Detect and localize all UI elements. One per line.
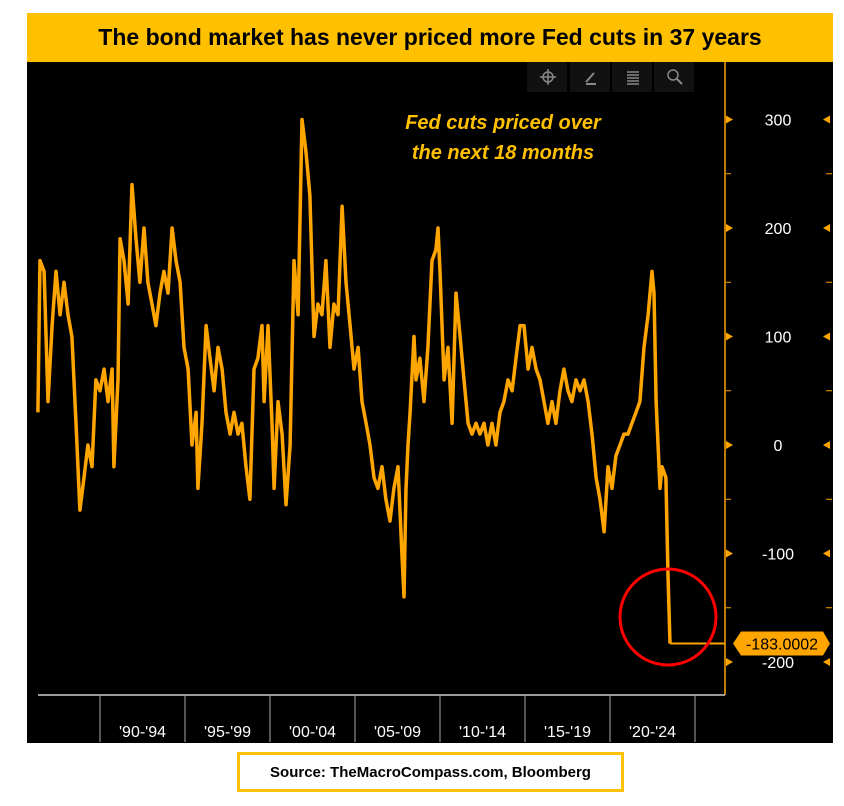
y-tick-marker-left [726, 441, 733, 449]
y-tick-label: -100 [762, 547, 794, 564]
y-tick-label: 0 [774, 438, 783, 455]
y-tick-marker-right [823, 658, 830, 666]
y-tick-marker-left [726, 658, 733, 666]
x-tick-label: '95-'99 [204, 724, 251, 741]
annotation-line-1: Fed cuts priced over [405, 112, 601, 134]
x-tick-label: '10-'14 [459, 724, 506, 741]
toolbar-button-news[interactable] [612, 62, 652, 92]
x-tick-label: '00-'04 [289, 724, 336, 741]
last-value-label: -183.0002 [746, 637, 818, 654]
y-tick-marker-right [823, 332, 830, 341]
x-tick-label: '15-'19 [544, 724, 591, 741]
x-tick-label: '05-'09 [374, 724, 421, 741]
y-tick-marker-right [823, 549, 830, 558]
y-tick-label: 200 [765, 221, 792, 238]
chart-title: The bond market has never priced more Fe… [27, 13, 833, 62]
search-icon [667, 69, 679, 81]
y-tick-marker-right [823, 224, 830, 232]
last-value-badge [733, 631, 830, 656]
highlight-circle [618, 567, 718, 667]
y-tick-label: -200 [762, 655, 794, 672]
pencil-icon [585, 72, 596, 85]
y-tick-marker-left [726, 332, 733, 341]
x-tick-label: '90-'94 [119, 724, 166, 741]
y-tick-marker-left [726, 549, 733, 558]
source-note: Source: TheMacroCompass.com, Bloomberg [237, 752, 624, 792]
chart-panel [27, 62, 833, 743]
y-tick-marker-left [726, 115, 733, 124]
news-icon [627, 71, 639, 85]
y-tick-marker-left [726, 224, 733, 232]
crosshair-icon-lines [540, 69, 556, 85]
search-icon-handle [676, 78, 683, 85]
y-tick-marker-right [823, 115, 830, 124]
y-tick-label: 300 [765, 113, 792, 130]
y-tick-label: 100 [765, 330, 792, 347]
annotation-line-2: the next 18 months [411, 142, 595, 164]
series-line [36, 117, 672, 644]
toolbar-button-search[interactable] [654, 62, 694, 92]
y-tick-marker-right [823, 441, 830, 449]
x-tick-label: '20-'24 [629, 724, 676, 741]
